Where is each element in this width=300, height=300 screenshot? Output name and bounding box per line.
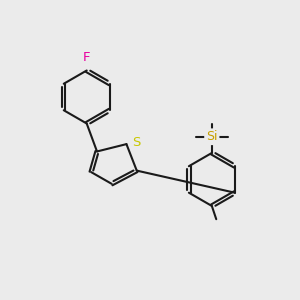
Text: S: S	[132, 136, 140, 149]
Text: Si: Si	[206, 130, 218, 143]
Text: F: F	[83, 51, 90, 64]
